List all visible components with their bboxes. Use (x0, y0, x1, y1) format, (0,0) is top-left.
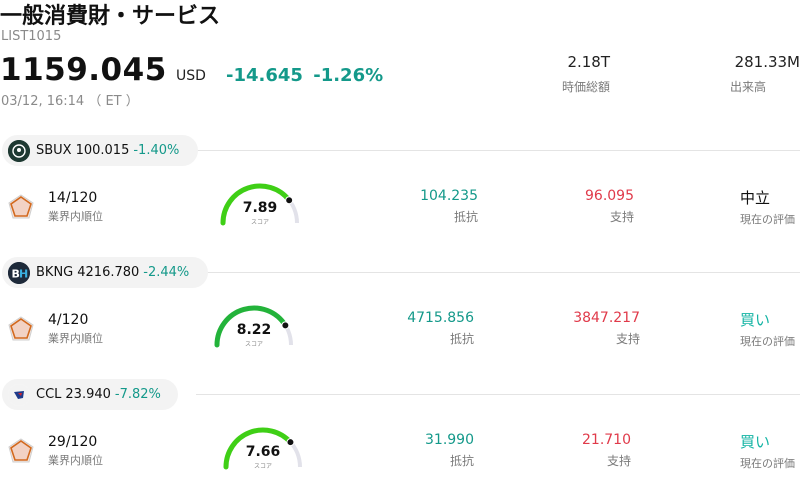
industry-rank-label: 業界内順位 (48, 332, 103, 345)
gauge-marker (286, 438, 295, 447)
stock-ticker: BKNG (36, 265, 74, 280)
stock-ticker: CCL (36, 387, 62, 402)
stock-price: 23.940 (65, 387, 111, 402)
industry-rank-label: 業界内順位 (48, 210, 103, 223)
stock-change-percent: -7.82% (114, 387, 161, 402)
section-divider (196, 150, 800, 151)
score-value: 7.66 (245, 444, 281, 460)
current-rating-value: 買い (740, 311, 771, 329)
market-cap-label: 時価総額 (561, 80, 610, 94)
index-code: LIST1015 (1, 29, 62, 44)
industry-rank-value: 14/120 (48, 190, 98, 206)
current-rating-label: 現在の評価 (740, 213, 795, 226)
stock-price: 100.015 (75, 143, 130, 158)
stock-chip-bkng[interactable]: B H BKNG 4216.780 -2.44% (2, 257, 208, 288)
gauge-fill (214, 305, 288, 348)
support-value: 21.710 (582, 432, 631, 448)
rank-pentagon-icon (6, 192, 36, 226)
current-rating-label: 現在の評価 (740, 335, 795, 348)
section-divider (196, 272, 800, 273)
resistance-label: 抵抗 (449, 454, 474, 468)
score-label: スコア (250, 219, 269, 226)
change-percent: -1.26% (313, 65, 384, 86)
score-value: 7.89 (242, 200, 278, 216)
score-value: 8.22 (236, 322, 272, 338)
support-value: 3847.217 (573, 310, 640, 326)
company-logo-icon (8, 139, 30, 162)
stock-change-percent: -2.44% (143, 265, 190, 280)
current-rating-value: 中立 (740, 189, 771, 207)
currency-label: USD (176, 68, 206, 84)
industry-rank-value: 4/120 (48, 312, 89, 328)
current-rating-value: 買い (740, 433, 771, 451)
svg-text:B: B (12, 267, 20, 280)
company-logo-icon (8, 383, 30, 406)
gauge-marker (285, 196, 294, 205)
score-gauge: 7.89 スコア (218, 178, 308, 228)
stock-ticker: SBUX (36, 143, 72, 158)
resistance-label: 抵抗 (449, 332, 474, 346)
gauge-marker (281, 321, 290, 330)
section-divider (196, 394, 800, 395)
support-label: 支持 (615, 332, 640, 346)
score-gauge: 7.66 スコア (221, 422, 311, 472)
gauge-fill (220, 183, 292, 226)
svg-text:H: H (19, 267, 28, 280)
index-price: 1159.045 (0, 52, 167, 88)
industry-rank-label: 業界内順位 (48, 454, 103, 467)
timestamp: 03/12, 16:14 （ ET ） (1, 94, 139, 109)
volume-label: 出来高 (730, 80, 767, 94)
score-label: スコア (253, 463, 272, 470)
industry-rank-value: 29/120 (48, 434, 98, 450)
stock-change-percent: -1.40% (133, 143, 180, 158)
stock-chip-ccl[interactable]: CCL 23.940 -7.82% (2, 379, 178, 410)
current-rating-label: 現在の評価 (740, 457, 795, 470)
price-change: -14.645 -1.26% (226, 65, 383, 86)
change-value: -14.645 (226, 65, 303, 86)
resistance-value: 4715.856 (407, 310, 474, 326)
support-value: 96.095 (585, 188, 634, 204)
market-cap-value: 2.18T (567, 53, 610, 71)
page-title: 一般消費財・サービス (0, 4, 221, 29)
support-label: 支持 (609, 210, 634, 224)
gauge-fill (223, 427, 293, 470)
volume-value: 281.33M (734, 53, 800, 71)
resistance-value: 31.990 (425, 432, 474, 448)
rank-pentagon-icon (6, 436, 36, 470)
score-label: スコア (244, 341, 263, 348)
score-gauge: 8.22 スコア (212, 300, 302, 350)
rank-pentagon-icon (6, 314, 36, 348)
support-label: 支持 (606, 454, 631, 468)
stock-chip-sbux[interactable]: SBUX 100.015 -1.40% (2, 135, 198, 166)
resistance-value: 104.235 (420, 188, 478, 204)
resistance-label: 抵抗 (453, 210, 478, 224)
stock-price: 4216.780 (77, 265, 140, 280)
